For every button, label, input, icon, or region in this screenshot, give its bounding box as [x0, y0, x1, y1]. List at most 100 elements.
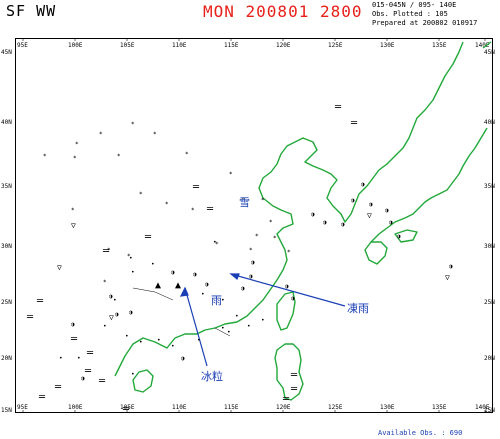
hainan-coastline — [132, 369, 154, 393]
shikoku-coastline — [394, 229, 418, 243]
snow-symbol: * — [261, 197, 265, 204]
lon-label: 120E — [276, 404, 291, 411]
fog-symbol: ═ — [144, 232, 152, 243]
rain-symbol: • — [221, 325, 225, 332]
drizzle-symbol: ◑ — [193, 271, 197, 278]
lat-label: 45N — [1, 49, 12, 56]
shower-symbol: ▽ — [109, 313, 114, 322]
snow-symbol: * — [269, 219, 273, 226]
snow-symbol: * — [249, 247, 253, 254]
lat-label: 25N — [484, 299, 495, 306]
drizzle-symbol: ◑ — [397, 233, 401, 240]
lat-labels-right: 45N 40N 35N 30N 25N 20N 15N — [484, 49, 495, 414]
drizzle-symbol: ◑ — [129, 309, 133, 316]
lon-label: 95E — [17, 42, 28, 49]
lon-label: 140E — [475, 42, 490, 49]
drizzle-symbol: ◑ — [285, 283, 289, 290]
snow-symbol: * — [241, 197, 245, 204]
snow-symbol: * — [99, 131, 103, 138]
snow-symbol: * — [287, 249, 291, 256]
lon-labels-bottom: 95E 100E 105E 110E 115E 120E 125E 130E 1… — [17, 404, 490, 411]
lat-label: 35N — [484, 183, 495, 190]
rain-symbol: • — [197, 337, 201, 344]
snow-symbol: * — [153, 131, 157, 138]
drizzle-symbol: ◑ — [115, 311, 119, 318]
rain-symbol: • — [125, 333, 129, 340]
china-coastline — [114, 41, 464, 377]
lon-label: 135E — [432, 404, 447, 411]
lat-label: 25N — [1, 299, 12, 306]
drizzle-symbol: ◑ — [291, 295, 295, 302]
fog-symbol: ═ — [350, 118, 358, 129]
drizzle-symbol: ◑ — [449, 263, 453, 270]
lon-label: 100E — [68, 404, 83, 411]
drizzle-symbol: ◑ — [109, 293, 113, 300]
lat-label: 15N — [1, 407, 12, 414]
snow-symbol: * — [131, 121, 135, 128]
lon-label: 105E — [120, 404, 135, 411]
fog-symbol: ═ — [70, 334, 78, 345]
drizzle-symbol: ◑ — [369, 201, 373, 208]
lon-label: 135E — [432, 42, 447, 49]
drizzle-symbol: ◑ — [241, 285, 245, 292]
lon-label: 130E — [380, 42, 395, 49]
snow-symbol: * — [71, 207, 75, 214]
rain-symbol: • — [201, 291, 205, 298]
pressure-lines — [132, 287, 231, 337]
rain-symbol: • — [59, 355, 63, 362]
rain-symbol: • — [131, 269, 135, 276]
lon-label: 125E — [328, 42, 343, 49]
rain-symbol: • — [77, 355, 81, 362]
fog-symbol: ═ — [206, 204, 214, 215]
map-border — [15, 38, 493, 413]
fog-symbol: ═ — [282, 394, 290, 405]
rain-symbol: • — [103, 323, 107, 330]
fog-symbol: ═ — [38, 392, 46, 403]
fog-symbol: ═ — [26, 312, 34, 323]
rain-symbol: • — [157, 337, 161, 344]
snow-symbol: * — [75, 141, 79, 148]
snow-symbol: * — [191, 207, 195, 214]
coastlines — [114, 41, 492, 401]
lon-label: 130E — [380, 404, 395, 411]
fog-symbol: ═ — [290, 384, 298, 395]
snow-symbol: * — [165, 201, 169, 208]
drizzle-symbol: ◑ — [249, 273, 253, 280]
lat-label: 20N — [1, 355, 12, 362]
lat-label: 20N — [484, 355, 495, 362]
lon-label: 115E — [224, 42, 239, 49]
lat-label: 30N — [484, 243, 495, 250]
freezing-rain-arrow — [230, 273, 346, 307]
drizzle-symbol: ◑ — [171, 269, 175, 276]
lat-labels-left: 45N 40N 35N 30N 25N 20N 15N — [1, 49, 12, 414]
snow-symbol: * — [215, 241, 219, 248]
rain-symbol: • — [261, 317, 265, 324]
kyushu-coastline — [364, 241, 388, 265]
thunder-symbol: ▲ — [155, 280, 161, 291]
lat-label: 40N — [1, 119, 12, 126]
snow-symbol: * — [107, 247, 111, 254]
luzon-coastline — [274, 343, 304, 401]
fog-symbol: ═ — [122, 404, 130, 415]
taiwan-coastline — [276, 291, 296, 331]
drizzle-symbol: ◑ — [351, 197, 355, 204]
drizzle-symbol: ◑ — [81, 375, 85, 382]
lon-label: 110E — [172, 42, 187, 49]
shower-symbol: ▽ — [367, 211, 372, 220]
available-obs: Available Obs. : 690 — [378, 429, 463, 437]
drizzle-symbol: ◑ — [323, 219, 327, 226]
rain-symbol: • — [247, 323, 251, 330]
obs-plotted-info: Obs. Plotted : 105 — [372, 10, 448, 18]
hokkaido-coastline — [482, 41, 492, 49]
japan-coastline — [370, 127, 488, 243]
lon-label: 140E — [475, 404, 490, 411]
fog-symbol: ═ — [334, 102, 342, 113]
drizzle-symbol: ◑ — [71, 321, 75, 328]
rain-symbol: • — [171, 343, 175, 350]
snow-symbol: * — [127, 253, 131, 260]
snow-symbol: * — [273, 235, 277, 242]
drizzle-symbol: ◑ — [251, 259, 255, 266]
snow-annotation: 雪 — [239, 196, 250, 209]
rain-symbol: • — [129, 255, 133, 262]
lon-label: 110E — [172, 404, 187, 411]
